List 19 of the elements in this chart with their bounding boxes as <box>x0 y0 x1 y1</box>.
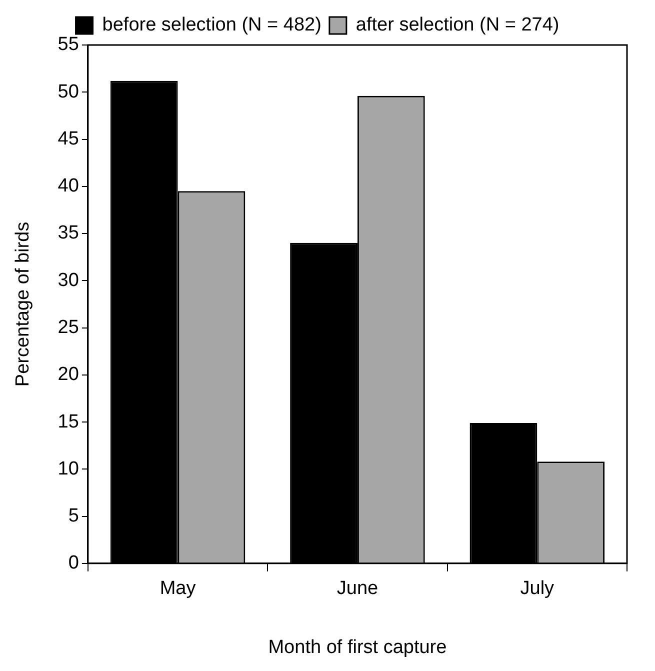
x-axis-title: Month of first capture <box>268 636 447 658</box>
x-tick-label: May <box>160 578 196 600</box>
y-tick-label: 10 <box>58 458 79 480</box>
legend-label: before selection (N = 482) <box>102 14 322 36</box>
y-tick-label: 45 <box>58 128 79 150</box>
y-tick-label: 0 <box>68 552 79 574</box>
y-tick-label: 25 <box>58 317 79 338</box>
legend-label: after selection (N = 274) <box>356 14 560 36</box>
y-tick-label: 55 <box>58 34 79 56</box>
y-tick-label: 15 <box>58 411 79 432</box>
y-tick-label: 20 <box>58 364 79 386</box>
y-tick-label: 50 <box>58 81 79 102</box>
y-tick-label: 5 <box>68 506 79 527</box>
x-tick-label: June <box>336 578 378 600</box>
y-axis-title: Percentage of birds <box>12 222 34 387</box>
y-tick-label: 40 <box>58 176 79 197</box>
y-tick-label: 35 <box>58 222 79 244</box>
x-tick-label: July <box>520 578 555 600</box>
y-tick-label: 30 <box>58 270 79 291</box>
